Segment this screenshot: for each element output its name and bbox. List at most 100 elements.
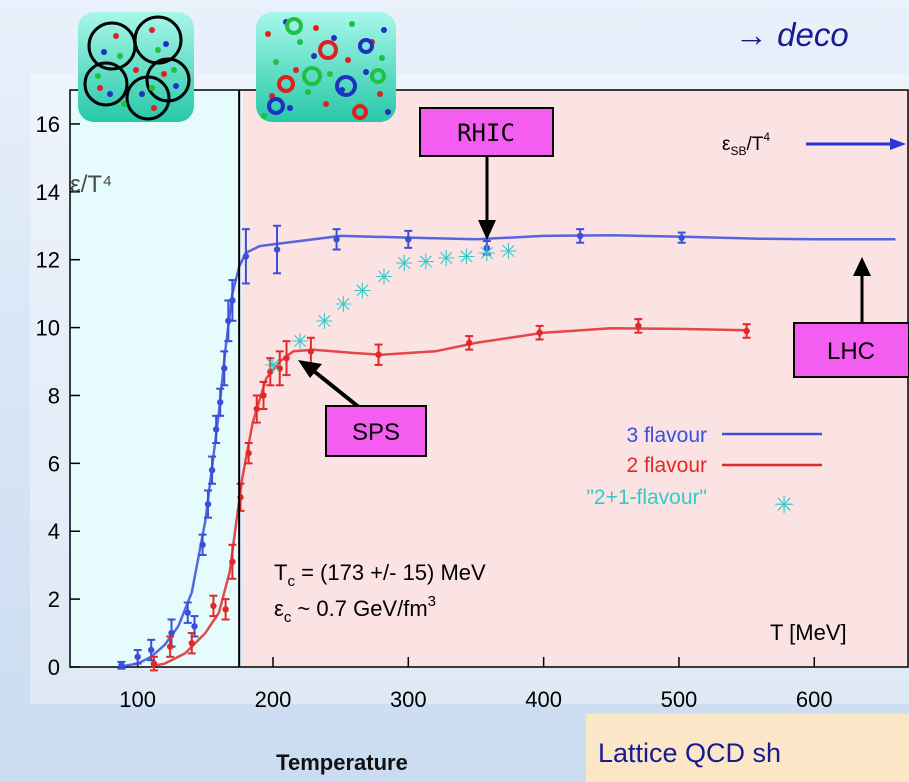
data-point-0	[212, 426, 220, 433]
gluon-ring	[358, 38, 374, 54]
quark-dot	[331, 35, 337, 41]
quark-dot	[377, 91, 383, 97]
data-point-0	[405, 236, 412, 243]
y-tick-label: 6	[48, 451, 60, 476]
svg-text:RHIC: RHIC	[457, 119, 515, 147]
data-point-0	[333, 236, 340, 243]
x-tick-label: 300	[390, 687, 427, 712]
legend-label-2plus1flavour: "2+1-flavour"	[586, 486, 707, 509]
lhc-label-box: LHC	[793, 322, 909, 378]
quark-dot	[323, 101, 329, 107]
quark-dot	[287, 105, 293, 111]
data-point-0	[576, 232, 584, 240]
quark-dot	[327, 71, 333, 77]
data-point-0	[191, 623, 198, 630]
quark-dot	[381, 27, 387, 33]
stefan-boltzmann-label: εSB/T4	[722, 130, 906, 158]
gluon-ring	[318, 40, 338, 60]
data-point-0	[242, 253, 250, 260]
footer-banner: Lattice QCD sh	[586, 714, 909, 782]
data-point-1	[743, 327, 750, 335]
x-unit-label: T [MeV]	[770, 620, 847, 645]
data-point-2plus1flavour: ✳	[417, 249, 435, 274]
data-point-2plus1flavour: ✳	[334, 292, 352, 317]
data-point-0	[147, 646, 155, 654]
pointer-arrows	[298, 150, 871, 410]
quark-dot	[297, 39, 303, 45]
data-point-0	[118, 662, 125, 669]
quark-dot	[261, 113, 267, 119]
data-point-1	[245, 449, 252, 457]
x-axis-title: Temperature	[276, 750, 408, 775]
data-point-0	[199, 541, 206, 549]
hadron-gas-icon	[78, 12, 194, 122]
gluon-ring	[302, 66, 322, 86]
chart-axes: 0 2 4 6 8 10 12 14 16 100 200 300 400 500 600	[36, 89, 909, 712]
rhic-label-box: RHIC	[419, 107, 554, 157]
data-point-1	[229, 558, 236, 565]
sps-label-box: SPS	[325, 405, 427, 457]
svg-text:SPS: SPS	[352, 419, 400, 446]
data-point-1	[267, 368, 274, 375]
data-point-0	[678, 234, 685, 241]
gluon-ring	[370, 68, 386, 84]
data-point-1	[276, 365, 283, 372]
data-point-1	[635, 322, 642, 330]
y-tick-label: 8	[48, 383, 60, 408]
data-point-0	[217, 399, 224, 406]
energy-density-label: ε/T⁴	[70, 171, 112, 198]
data-point-2plus1flavour: ✳	[457, 244, 475, 269]
plot-frame	[69, 89, 909, 668]
data-point-1	[253, 405, 260, 413]
data-point-2plus1flavour: ✳	[315, 309, 333, 334]
y-tick-label: 4	[48, 519, 60, 544]
data-point-0	[134, 653, 141, 661]
data-point-2plus1flavour: ✳	[395, 251, 413, 276]
hadron-phase-region	[70, 90, 240, 667]
y-tick-label: 2	[48, 587, 60, 612]
x-tick-label: 500	[661, 687, 698, 712]
data-point-0	[483, 244, 490, 252]
data-point-1	[536, 329, 543, 336]
svg-text:LHC: LHC	[827, 338, 875, 365]
quark-gluon-plasma-icon	[256, 12, 396, 122]
y-tick-label: 14	[36, 180, 60, 205]
data-point-2plus1flavour: ✳	[478, 241, 496, 266]
data-point-1	[222, 606, 229, 613]
data-point-0	[225, 317, 232, 324]
data-point-1	[188, 640, 195, 647]
quark-dot	[363, 69, 369, 75]
quark-dot	[385, 109, 391, 115]
data-point-0	[168, 629, 175, 637]
y-tick-label: 0	[48, 655, 60, 680]
data-point-2plus1flavour: ✳	[291, 329, 309, 354]
gluon-ring	[267, 97, 285, 115]
y-tick-label: 16	[36, 112, 60, 137]
x-tick-label: 400	[525, 687, 562, 712]
gluon-ring	[277, 75, 295, 93]
chart-legend: 3 flavour 2 flavour "2+1-flavour" ✳	[586, 424, 822, 519]
data-point-1	[283, 354, 290, 362]
data-point-2plus1flavour: ✳	[264, 353, 282, 378]
data-point-0	[204, 500, 212, 508]
data-point-0	[208, 466, 216, 474]
y-tick-label: 10	[36, 316, 60, 341]
data-point-1	[307, 348, 315, 355]
data-point-1	[375, 351, 382, 358]
ec-annotation: εc ~ 0.7 GeV/fm3	[274, 593, 436, 626]
gluon-ring	[285, 17, 303, 35]
quark-dot	[313, 25, 319, 31]
svg-text:εSB/T4: εSB/T4	[722, 130, 770, 158]
tc-annotation: Tc = (173 +/- 15) MeV	[274, 560, 486, 590]
header-text: → deco	[735, 16, 849, 53]
quark-dot	[273, 59, 279, 65]
quark-dot	[345, 57, 351, 63]
quark-dot	[265, 31, 271, 37]
data-point-1	[466, 339, 473, 347]
data-point-0	[221, 365, 228, 372]
gluon-ring	[335, 75, 357, 97]
data-point-0	[273, 246, 281, 253]
gluon-ring	[352, 104, 368, 120]
x-tick-label: 600	[796, 687, 833, 712]
